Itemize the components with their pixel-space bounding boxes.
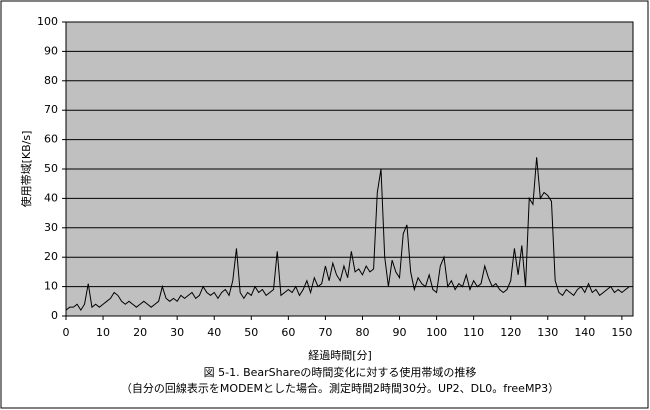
- y-tick-label: 70: [44, 103, 58, 116]
- y-tick-label: 30: [44, 221, 58, 234]
- y-tick-label: 80: [44, 74, 58, 87]
- x-tick-label: 10: [96, 326, 110, 339]
- x-tick-label: 90: [393, 326, 407, 339]
- x-axis-label: 経過時間[分]: [308, 349, 372, 362]
- x-tick-label: 140: [574, 326, 595, 339]
- x-tick-label: 30: [170, 326, 184, 339]
- y-tick-label: 100: [37, 15, 58, 28]
- x-tick-label: 120: [500, 326, 521, 339]
- x-tick-label: 150: [611, 326, 632, 339]
- x-tick-label: 70: [318, 326, 332, 339]
- x-tick-label: 110: [463, 326, 484, 339]
- x-tick-label: 20: [133, 326, 147, 339]
- data-line: [65, 157, 630, 312]
- x-tick-label: 0: [63, 326, 70, 339]
- y-tick-label: 0: [51, 309, 58, 322]
- x-tick-label: 40: [207, 326, 221, 339]
- x-tick-label: 80: [355, 326, 369, 339]
- y-tick-label: 90: [44, 44, 58, 57]
- y-tick-label: 10: [44, 280, 58, 293]
- y-tick-label: 20: [44, 250, 58, 263]
- x-tick-label: 50: [244, 326, 258, 339]
- x-tick-label: 60: [281, 326, 295, 339]
- caption: 図 5-1. BearShareの時間変化に対する使用帯域の推移: [204, 365, 477, 379]
- y-tick-label: 50: [44, 162, 58, 175]
- y-axis-label: 使用帯域[KB/s]: [20, 131, 33, 208]
- y-tick-label: 60: [44, 133, 58, 146]
- caption: （自分の回線表示をMODEMとした場合。測定時間2時間30分。UP2、DL0。f…: [121, 381, 559, 395]
- x-tick-label: 100: [426, 326, 447, 339]
- y-tick-label: 40: [44, 191, 58, 204]
- x-tick-label: 130: [537, 326, 558, 339]
